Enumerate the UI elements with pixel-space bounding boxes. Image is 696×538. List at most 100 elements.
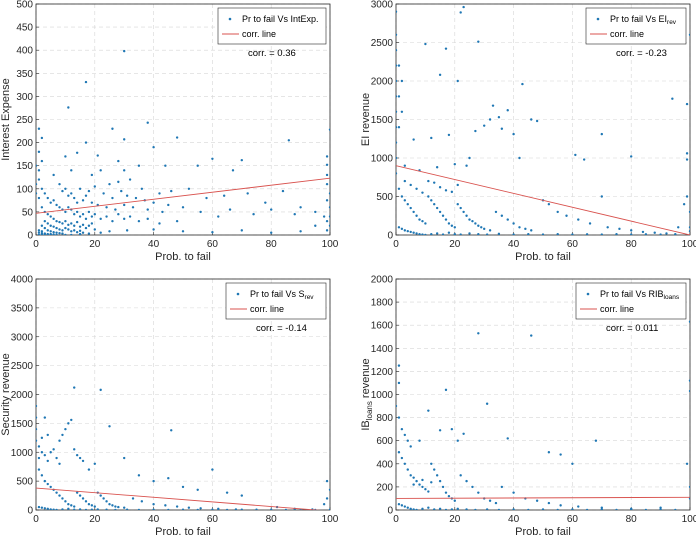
data-point xyxy=(674,508,677,510)
y-tick-label: 1000 xyxy=(371,390,394,401)
y-tick-label: 800 xyxy=(376,413,393,424)
data-point xyxy=(421,485,424,489)
data-point xyxy=(131,206,135,209)
data-point xyxy=(397,381,401,385)
data-point xyxy=(75,210,79,214)
data-point xyxy=(688,485,690,489)
data-point xyxy=(450,190,454,194)
data-point xyxy=(397,126,401,129)
y-tick-label: 1400 xyxy=(371,344,394,355)
data-point xyxy=(117,159,120,163)
data-point xyxy=(46,232,49,235)
data-point xyxy=(64,219,67,223)
data-point xyxy=(600,508,603,510)
data-point xyxy=(438,507,442,510)
data-point xyxy=(396,49,398,52)
y-tick-label: 200 xyxy=(376,482,393,493)
data-point xyxy=(427,506,430,509)
x-tick-label: 40 xyxy=(508,239,520,250)
data-point xyxy=(70,233,73,235)
data-point xyxy=(409,474,412,477)
data-layer xyxy=(36,386,330,510)
data-point xyxy=(453,162,456,166)
data-point xyxy=(40,230,44,233)
data-point xyxy=(459,11,462,14)
data-point xyxy=(444,218,448,221)
data-point xyxy=(55,233,58,235)
x-tick-label: 0 xyxy=(393,239,399,250)
data-point xyxy=(36,192,38,195)
data-point xyxy=(418,218,421,221)
data-point xyxy=(40,451,44,454)
data-point xyxy=(64,226,67,230)
data-point xyxy=(158,222,161,225)
data-point xyxy=(480,226,483,229)
data-point xyxy=(328,488,330,491)
data-point xyxy=(397,187,401,190)
data-point xyxy=(87,468,91,471)
data-point xyxy=(400,227,404,231)
chart-panel-4: 0 20 40 60 80 1000200400600800100012001400160… xyxy=(360,275,696,538)
data-point xyxy=(58,462,61,465)
data-point xyxy=(96,154,99,157)
data-point xyxy=(81,497,85,500)
data-point xyxy=(152,201,155,204)
data-point xyxy=(447,494,451,498)
y-tick-label: 500 xyxy=(16,477,33,488)
data-point xyxy=(477,491,480,494)
y-tick-label: 2500 xyxy=(11,361,34,372)
data-point xyxy=(84,80,88,84)
data-point xyxy=(494,210,498,214)
data-point xyxy=(37,178,41,181)
y-tick-label: 4000 xyxy=(11,275,34,286)
data-point xyxy=(181,508,185,510)
data-point xyxy=(199,210,202,214)
data-point xyxy=(67,106,70,109)
data-point xyxy=(433,181,436,184)
legend: Pr to fail Vs Srev corr. line xyxy=(225,282,327,320)
data-point xyxy=(500,214,504,217)
data-point xyxy=(43,416,47,419)
data-point xyxy=(630,229,633,232)
data-point xyxy=(84,226,88,230)
x-tick-label: 0 xyxy=(393,514,399,525)
data-point xyxy=(409,206,412,210)
data-point xyxy=(325,155,329,158)
data-point xyxy=(78,494,82,497)
data-point xyxy=(421,191,424,194)
x-tick-label: 60 xyxy=(567,239,579,250)
data-point xyxy=(406,229,409,233)
data-point xyxy=(474,508,477,510)
data-point xyxy=(421,507,424,510)
data-point xyxy=(594,439,598,442)
data-point xyxy=(585,233,589,235)
legend: Pr to fail Vs RIBloans corr. line xyxy=(575,282,687,320)
data-point xyxy=(418,439,421,442)
data-point xyxy=(450,508,454,510)
data-point xyxy=(477,40,480,43)
data-point xyxy=(37,169,41,172)
data-point xyxy=(406,506,409,509)
data-point xyxy=(397,364,401,367)
data-point xyxy=(84,194,88,197)
data-point xyxy=(325,182,329,186)
x-tick-label: 20 xyxy=(89,239,101,250)
data-point xyxy=(547,451,551,454)
data-point xyxy=(444,491,448,494)
data-point xyxy=(468,156,471,160)
data-point xyxy=(281,189,285,193)
data-point xyxy=(630,508,633,510)
data-point xyxy=(75,220,79,224)
data-point xyxy=(167,477,170,480)
data-point xyxy=(46,222,49,225)
data-point xyxy=(37,127,41,130)
chart-panel-2: 0 20 40 60 80 100050010001500200025003000Prob… xyxy=(360,0,696,263)
data-point xyxy=(409,445,412,448)
data-point xyxy=(396,172,398,175)
y-tick-label: 1500 xyxy=(371,115,394,126)
y-axis-label: EI revenue xyxy=(360,93,372,146)
chart-panel-3: 0 20 40 60 80 1000500100015002000250030003500… xyxy=(0,275,339,538)
data-point xyxy=(43,233,47,235)
data-point xyxy=(161,210,164,214)
data-point xyxy=(409,183,412,187)
